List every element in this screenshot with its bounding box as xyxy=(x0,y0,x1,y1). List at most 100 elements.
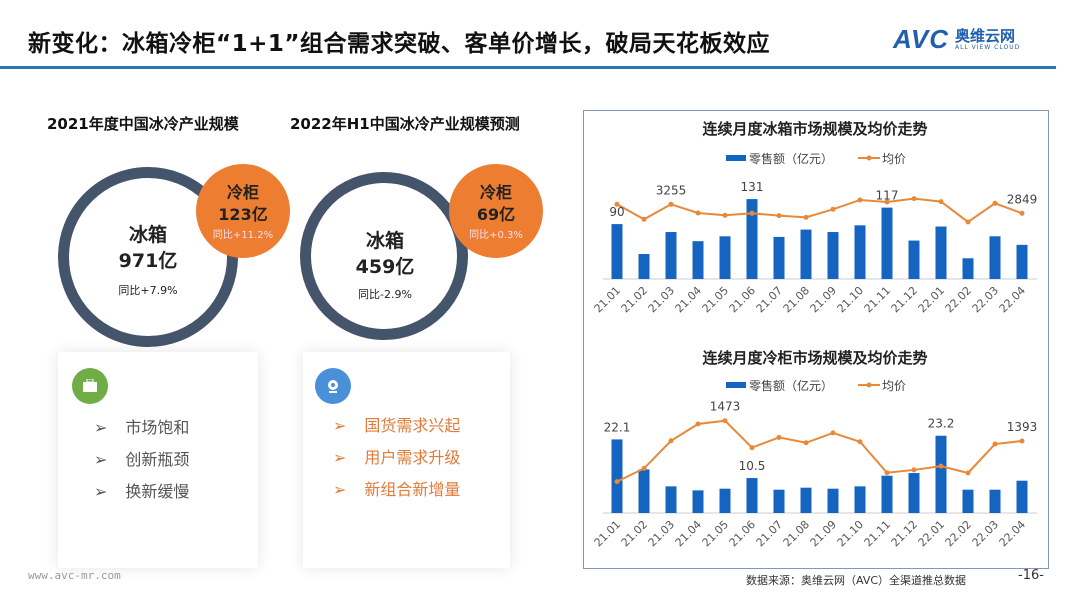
fridge-value: 971亿 xyxy=(118,250,178,272)
x-tick-label: 21.04 xyxy=(673,284,704,315)
bar xyxy=(989,236,1001,279)
bar xyxy=(962,489,974,513)
bar xyxy=(935,226,947,279)
price-point xyxy=(668,201,674,207)
data-source: 数据来源：奥维云网（AVC）全渠道推总数据 xyxy=(746,574,967,587)
x-tick-label: 22.03 xyxy=(970,284,1001,315)
bullet-arrow-icon: ➢ xyxy=(333,448,347,467)
bar xyxy=(611,224,623,279)
list-item: ➢ 换新缓慢 xyxy=(94,476,189,508)
x-tick-label: 21.10 xyxy=(835,518,866,549)
x-tick-label: 21.07 xyxy=(754,284,785,315)
x-tick-label: 21.06 xyxy=(727,284,758,315)
price-point xyxy=(614,201,620,207)
x-tick-label: 21.04 xyxy=(673,518,704,549)
x-tick-label: 21.01 xyxy=(592,284,623,315)
price-point xyxy=(992,200,998,206)
legend-line-label: 均价 xyxy=(882,152,906,166)
price-point xyxy=(938,199,944,205)
x-tick-label: 22.02 xyxy=(943,518,974,549)
briefcase-icon xyxy=(72,368,108,404)
list-item: ➢ 新组合新增量 xyxy=(333,474,460,506)
legend-bar-label: 零售额（亿元） xyxy=(749,151,833,166)
chart-title: 连续月度冷柜市场规模及均价走势 xyxy=(702,349,927,367)
bar xyxy=(1016,480,1028,513)
page-number: -16- xyxy=(1018,568,1044,583)
data-label: 10.5 xyxy=(739,459,766,473)
data-label: 131 xyxy=(741,180,764,194)
challenges-list: ➢ 市场饱和 ➢ 创新瓶颈 ➢ 换新缓慢 xyxy=(94,412,189,508)
x-tick-label: 21.06 xyxy=(727,518,758,549)
price-point xyxy=(776,213,782,219)
opportunities-card: ➢ 国货需求兴起 ➢ 用户需求升级 ➢ 新组合新增量 xyxy=(303,352,510,568)
freezer-2021: 冷柜 123亿 同比+11.2% xyxy=(196,164,290,258)
bar xyxy=(800,487,812,513)
section-title-2022: 2022年H1中国冰冷产业规模预测 xyxy=(290,115,520,133)
data-label: 1473 xyxy=(710,400,741,414)
bullet-arrow-icon: ➢ xyxy=(94,482,108,501)
logo-mark: AVC xyxy=(893,24,949,54)
page-title: 新变化：冰箱冷柜“1+1”组合需求突破、客单价增长，破局天花板效应 xyxy=(28,31,771,57)
freezer-value: 123亿 xyxy=(218,204,268,224)
freezer-label: 冷柜 xyxy=(479,182,512,202)
price-point xyxy=(749,445,755,451)
x-tick-label: 22.03 xyxy=(970,518,1001,549)
x-tick-label: 21.07 xyxy=(754,518,785,549)
price-point xyxy=(884,470,890,476)
list-item: ➢ 创新瓶颈 xyxy=(94,444,189,476)
price-point xyxy=(722,212,728,218)
chart-title: 连续月度冰箱市场规模及均价走势 xyxy=(702,120,927,138)
freezer-yoy: 同比+11.2% xyxy=(212,229,274,241)
bar xyxy=(638,469,650,513)
logo-en: ALL VIEW CLOUD xyxy=(954,44,1021,51)
price-line xyxy=(616,419,1023,483)
price-point xyxy=(641,465,647,471)
bar xyxy=(665,486,677,513)
bar xyxy=(746,199,758,279)
price-point xyxy=(884,199,890,205)
bullet-text: 市场饱和 xyxy=(125,418,190,437)
legend-bar-label: 零售额（亿元） xyxy=(749,378,833,393)
price-line xyxy=(616,197,1023,224)
x-tick-label: 21.09 xyxy=(808,518,839,549)
bar xyxy=(962,258,974,279)
bar xyxy=(908,240,920,279)
x-tick-label: 21.03 xyxy=(646,518,677,549)
x-tick-label: 21.05 xyxy=(700,518,731,549)
data-label: 22.1 xyxy=(604,420,631,434)
x-tick-label: 21.08 xyxy=(781,284,812,315)
fridge-2021: 冰箱 971亿 同比+7.9% xyxy=(88,222,208,298)
data-label: 23.2 xyxy=(928,417,955,431)
data-label: 1393 xyxy=(1007,420,1038,434)
list-item: ➢ 用户需求升级 xyxy=(333,442,460,474)
x-tick-label: 22.01 xyxy=(916,284,947,315)
price-point xyxy=(803,440,809,446)
x-tick-label: 21.05 xyxy=(700,284,731,315)
price-point xyxy=(695,421,701,427)
freezer-yoy: 同比+0.3% xyxy=(469,229,523,241)
bar xyxy=(1016,244,1028,279)
fridge-ring-2022 xyxy=(300,172,468,340)
x-tick-label: 21.01 xyxy=(592,518,623,549)
bar xyxy=(908,473,920,513)
bullet-arrow-icon: ➢ xyxy=(333,416,347,435)
fridge-yoy: 同比-2.9% xyxy=(358,288,412,301)
price-point xyxy=(857,197,863,203)
data-label: 117 xyxy=(876,189,899,203)
x-tick-label: 21.12 xyxy=(889,284,920,315)
price-point xyxy=(1019,210,1025,216)
bar xyxy=(881,207,893,279)
bar xyxy=(611,439,623,513)
x-tick-label: 21.08 xyxy=(781,518,812,549)
price-point xyxy=(965,470,971,476)
list-item: ➢ 国货需求兴起 xyxy=(333,410,460,442)
data-label: 90 xyxy=(609,205,624,219)
price-point xyxy=(749,210,755,216)
bullet-arrow-icon: ➢ xyxy=(333,480,347,499)
x-tick-label: 21.02 xyxy=(619,518,650,549)
price-point xyxy=(641,216,647,222)
bar xyxy=(719,488,731,513)
fridge-label: 冰箱 xyxy=(365,230,404,252)
x-tick-label: 21.10 xyxy=(835,284,866,315)
